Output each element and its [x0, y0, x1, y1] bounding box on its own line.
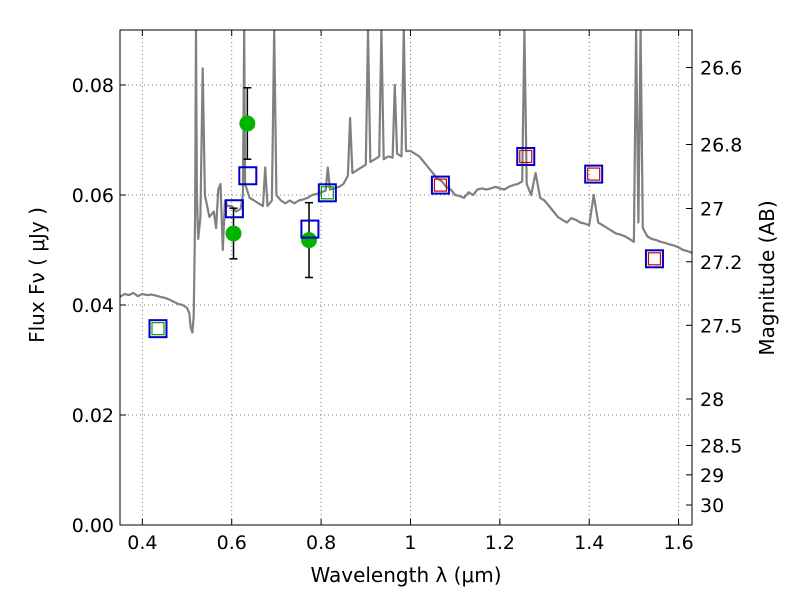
plot-frame: [119, 29, 693, 526]
x-tick-label: 1: [404, 532, 416, 554]
y-axis-label: Flux Fν ( μJy ): [25, 207, 49, 343]
mag-tick-label: 27: [700, 199, 724, 221]
observed-point: [239, 115, 256, 132]
y-tick-label: 0.08: [72, 75, 114, 97]
model-box-blue: [430, 175, 450, 195]
axes-ticks: 0.4 0.6 0.8 1 1.2 1.4 1.6 0.00 0.02 0.04 0.06 0.08 2…: [72, 30, 742, 554]
mag-tick-label: 27.5: [700, 315, 742, 337]
mag-tick-label: 30: [700, 495, 724, 517]
model-box-red: [647, 252, 662, 266]
y-tick-label: 0.00: [72, 515, 114, 537]
model-box-blue: [224, 199, 244, 219]
mag-tick-label: 28.5: [700, 436, 742, 458]
observed-point: [301, 232, 318, 249]
series-layer: [120, 30, 692, 339]
x-tick-label: 0.6: [217, 532, 247, 554]
model-box-blue: [317, 183, 337, 203]
mag-tick-label: 28: [700, 389, 724, 411]
y-tick-label: 0.06: [72, 185, 114, 207]
model-box-red: [519, 149, 533, 164]
mag-tick-label: 29: [700, 465, 724, 487]
x-tick-label: 0.4: [127, 532, 157, 554]
x-tick-label: 1.2: [485, 532, 515, 554]
y-tick-label: 0.04: [72, 295, 114, 317]
y-tick-label: 0.02: [72, 405, 114, 427]
model-box-blue: [238, 166, 258, 186]
model-box-blue: [584, 164, 604, 184]
mag-tick-label: 26.6: [700, 58, 742, 80]
model-box-green: [151, 322, 165, 336]
model-box-red: [587, 167, 601, 181]
mag-tick-label: 26.8: [700, 134, 742, 156]
model-box-blue: [148, 319, 168, 339]
x-axis-label: Wavelength λ (μm): [310, 563, 501, 587]
x-tick-label: 1.6: [663, 532, 693, 554]
x-tick-label: 1.4: [574, 532, 604, 554]
model-box-blue: [300, 219, 320, 239]
mag-tick-label: 27.2: [700, 252, 742, 274]
model-box-red: [433, 178, 448, 192]
spectrum-line: [120, 30, 692, 334]
observed-point: [225, 225, 242, 242]
model-box-blue: [516, 147, 536, 166]
y-axis-right-label: Magnitude (AB): [755, 200, 779, 355]
model-box-blue: [644, 249, 664, 269]
x-tick-label: 0.8: [306, 532, 336, 554]
model-box-green: [320, 186, 334, 200]
